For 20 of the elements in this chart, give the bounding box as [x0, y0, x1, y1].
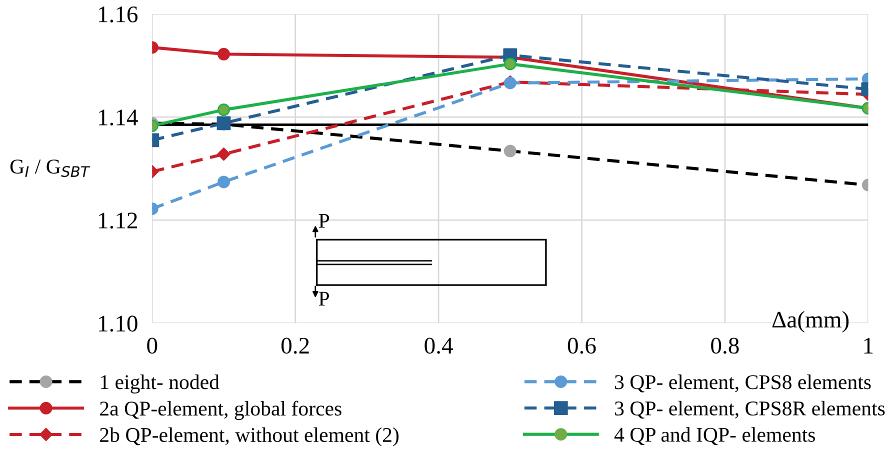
legend-label: 2a QP-element, global forces [100, 400, 342, 420]
y-tick-label: 1.10 [99, 316, 138, 332]
y-tick-label: 1.16 [99, 6, 138, 22]
y-axis-title: G$_{I}$ / G$_{SBT}$ [10, 160, 90, 178]
legend-label: 3 QP- element, CPS8 elements [615, 374, 871, 392]
legend-label: 3 QP- element, CPS8R elements [615, 400, 885, 419]
annotation: P [318, 292, 330, 306]
x-tick-label: 0.6 [568, 338, 596, 354]
x-tick-label: 1 [864, 338, 873, 354]
x-axis-title: Δa(mm) [772, 311, 849, 332]
legend-label: 2b QP-element, without element (2) [100, 427, 399, 446]
x-tick-label: 0.4 [424, 338, 453, 354]
y-tick-label: 1.12 [99, 212, 137, 229]
annotation: P [318, 214, 330, 228]
y-tick-label: 1.14 [99, 110, 138, 126]
x-tick-label: 0.8 [711, 338, 739, 354]
x-tick-label: 0.2 [281, 338, 309, 354]
x-tick-label: 0 [147, 338, 158, 354]
legend-label: 1 eight- noded [101, 374, 220, 394]
legend-label: 4 QP and IQP- elements [614, 427, 815, 445]
